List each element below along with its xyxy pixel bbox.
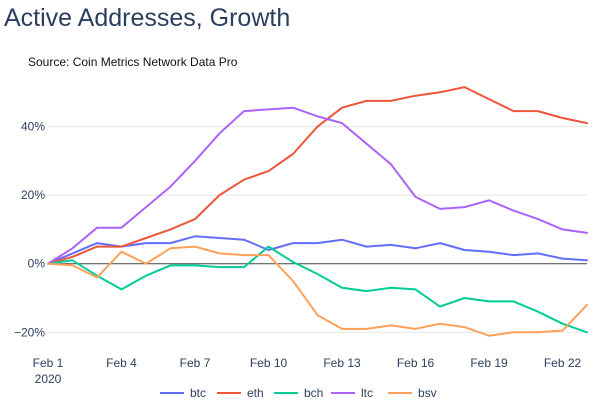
y-tick-label: 40% <box>21 120 45 134</box>
grid-lines <box>48 126 587 333</box>
legend-item-eth[interactable]: eth <box>217 386 264 400</box>
y-tick-label: −20% <box>14 325 45 339</box>
legend-item-ltc[interactable]: ltc <box>331 386 373 400</box>
series-line-ltc[interactable] <box>47 106 588 265</box>
legend-label: ltc <box>361 386 373 400</box>
series-line-bsv[interactable] <box>47 245 588 337</box>
legend-item-btc[interactable]: btc <box>160 386 206 400</box>
x-tick-label: Feb 7 <box>180 356 211 370</box>
x-tick-label: Feb 19 <box>470 356 508 370</box>
y-tick-label: 20% <box>21 188 45 202</box>
legend-label: bsv <box>418 386 437 400</box>
series-line-eth[interactable] <box>47 86 588 265</box>
series-lines <box>47 86 588 337</box>
x-tick-label: Feb 4 <box>106 356 137 370</box>
axis-ticks: −20% 0% 20% 40% Feb 1 2020 Feb 4 Feb 7 Feb 10 Feb… <box>14 120 582 386</box>
x-tick-label: Feb 16 <box>397 356 435 370</box>
legend-item-bsv[interactable]: bsv <box>388 386 437 400</box>
series-line-bch[interactable] <box>47 245 588 334</box>
legend-label: bch <box>304 386 323 400</box>
series-line-btc[interactable] <box>47 235 588 265</box>
x-tick-label: Feb 1 <box>33 356 64 370</box>
y-tick-label: 0% <box>28 257 46 271</box>
legend-label: eth <box>247 386 264 400</box>
legend[interactable]: btc eth bch ltc bsv <box>160 386 437 400</box>
x-tick-sublabel: 2020 <box>35 372 62 386</box>
chart-source-note: Source: Coin Metrics Network Data Pro <box>28 55 238 69</box>
x-tick-label: Feb 13 <box>323 356 361 370</box>
chart-title: Active Addresses, Growth <box>4 4 291 32</box>
legend-label: btc <box>190 386 206 400</box>
x-tick-label: Feb 22 <box>544 356 582 370</box>
legend-item-bch[interactable]: bch <box>274 386 323 400</box>
x-tick-label: Feb 10 <box>250 356 288 370</box>
